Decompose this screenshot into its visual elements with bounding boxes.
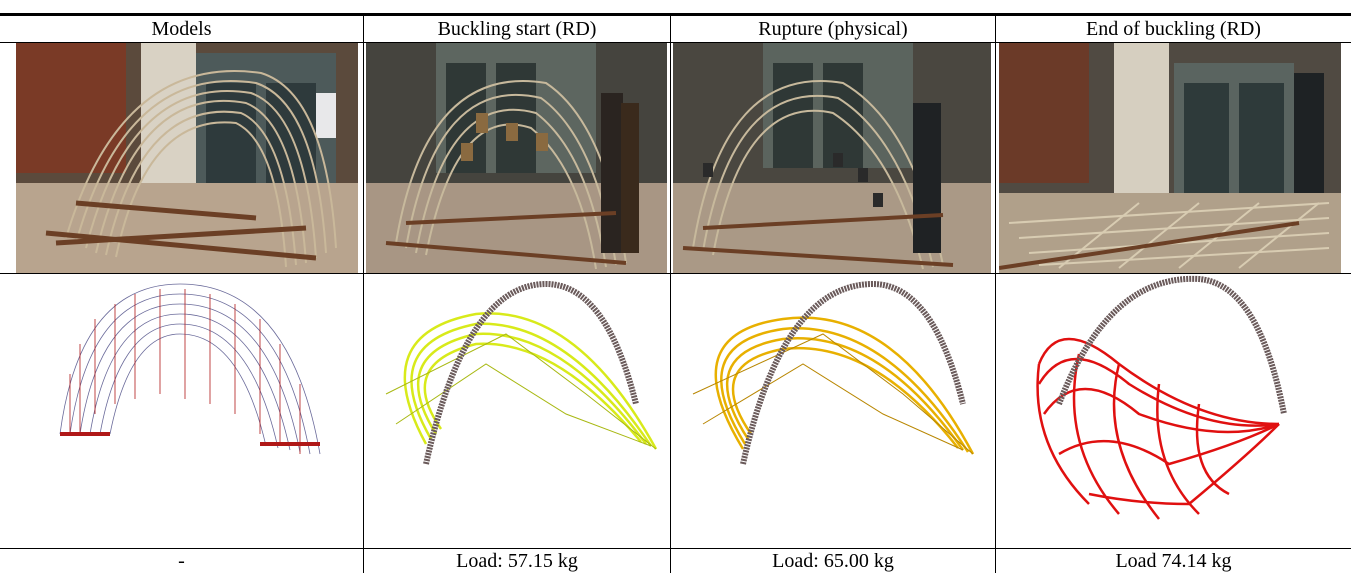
photo-model (16, 43, 358, 273)
caption-end-of-buckling-load: Load 74.14 kg (1115, 550, 1232, 572)
caption-buckling-start-load: Load: 57.15 kg (456, 550, 578, 572)
caption-models: - (178, 550, 185, 572)
column-header-end-of-buckling: End of buckling (RD) (1086, 18, 1261, 40)
photo-buckling-start (366, 43, 667, 273)
render-rupture (673, 274, 991, 548)
photo-rupture (673, 43, 991, 273)
column-header-rupture: Rupture (physical) (758, 18, 908, 40)
header-rule (0, 42, 1351, 43)
render-end-of-buckling (999, 274, 1341, 548)
column-divider (995, 16, 996, 573)
render-buckling-start (366, 274, 667, 548)
column-header-models: Models (151, 18, 212, 40)
column-divider (670, 16, 671, 573)
caption-rule (0, 548, 1351, 549)
column-divider (363, 16, 364, 573)
photo-end-of-buckling (999, 43, 1341, 273)
render-model-loads (20, 274, 360, 548)
row-rule (0, 273, 1351, 274)
table-top-rule (0, 13, 1351, 16)
caption-rupture-load: Load: 65.00 kg (772, 550, 894, 572)
column-header-buckling-start: Buckling start (RD) (437, 18, 597, 40)
